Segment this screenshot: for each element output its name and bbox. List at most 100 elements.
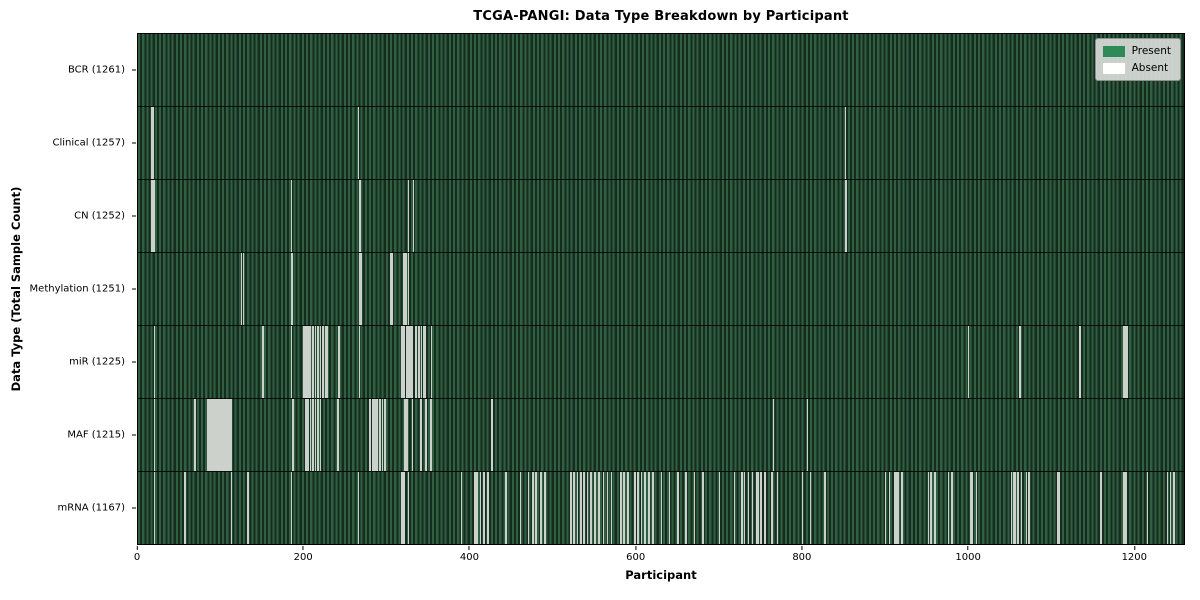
absent-line xyxy=(1025,472,1028,544)
absent-line xyxy=(901,472,903,544)
absent-line xyxy=(308,326,310,398)
absent-line xyxy=(405,399,408,471)
absent-line xyxy=(1166,472,1169,544)
absent-line xyxy=(337,326,340,398)
absent-line xyxy=(519,472,522,544)
absent-line xyxy=(1013,472,1016,544)
absent-line xyxy=(312,326,314,398)
absent-line xyxy=(430,326,433,398)
absent-line xyxy=(324,326,327,398)
absent-line xyxy=(751,472,754,544)
absent-line xyxy=(473,472,476,544)
absent-line xyxy=(1058,472,1061,544)
absent-line xyxy=(1057,472,1059,544)
absent-line xyxy=(586,472,589,544)
y-tick-mark xyxy=(132,69,136,71)
legend: Present Absent xyxy=(1094,38,1181,81)
absent-line xyxy=(407,472,410,544)
absent-line xyxy=(1125,326,1127,398)
absent-line xyxy=(230,472,233,544)
absent-line xyxy=(358,326,361,398)
absent-line xyxy=(950,472,953,544)
absent-line xyxy=(845,180,848,252)
absent-line xyxy=(757,472,760,544)
x-tick-text: 200 xyxy=(293,552,313,563)
heatmap-row-cn xyxy=(138,180,1184,253)
x-tick-text: 400 xyxy=(459,552,479,563)
absent-line xyxy=(637,472,639,544)
absent-line xyxy=(220,399,222,471)
absent-line xyxy=(412,180,415,252)
x-tick-1000: 1000 xyxy=(955,546,981,563)
absent-line xyxy=(1123,472,1126,544)
absent-line xyxy=(491,399,493,471)
absent-line xyxy=(896,472,899,544)
absent-line xyxy=(634,472,636,544)
absent-line xyxy=(1017,472,1019,544)
absent-line xyxy=(930,472,932,544)
absent-line xyxy=(221,399,224,471)
absent-line xyxy=(371,399,374,471)
absent-line xyxy=(209,399,211,471)
absent-line xyxy=(247,472,250,544)
absent-line xyxy=(403,326,406,398)
absent-line xyxy=(540,472,542,544)
absent-line xyxy=(415,326,417,398)
absent-line xyxy=(947,472,950,544)
absent-line xyxy=(319,399,322,471)
y-tick-label-bcr: BCR (1261) xyxy=(67,64,125,76)
absent-line xyxy=(242,253,245,325)
legend-item-present: Present xyxy=(1102,45,1171,57)
absent-line xyxy=(359,180,362,252)
absent-line xyxy=(844,107,847,179)
absent-line xyxy=(1079,326,1082,398)
absent-line xyxy=(292,399,294,471)
absent-line xyxy=(379,399,381,471)
absent-line xyxy=(407,180,410,252)
absent-line xyxy=(640,472,643,544)
absent-line xyxy=(772,399,775,471)
absent-line xyxy=(207,399,210,471)
y-tick-mark xyxy=(132,215,136,217)
x-tick-400: 400 xyxy=(460,546,479,563)
absent-line xyxy=(376,399,379,471)
absent-line xyxy=(404,399,406,471)
absent-line xyxy=(1010,472,1013,544)
absent-line xyxy=(580,472,582,544)
absent-line xyxy=(809,472,812,544)
absent-line xyxy=(411,399,414,471)
absent-line xyxy=(226,399,229,471)
absent-line xyxy=(337,399,339,471)
absent-line xyxy=(532,472,534,544)
x-axis: 0 200 400 600 800 1000 1200 xyxy=(134,546,1185,572)
heatmap-row-mir xyxy=(138,326,1184,399)
absent-line xyxy=(1100,472,1102,544)
x-tick-600: 600 xyxy=(626,546,645,563)
absent-line xyxy=(153,399,156,471)
x-tick-text: 600 xyxy=(626,552,646,563)
absent-line xyxy=(405,326,408,398)
absent-line xyxy=(583,472,586,544)
y-tick-label-cn: CN (1252) xyxy=(74,210,125,222)
x-tick-mark xyxy=(801,546,803,550)
absent-line xyxy=(1018,326,1021,398)
legend-item-absent: Absent xyxy=(1102,62,1171,74)
absent-line xyxy=(214,399,216,471)
absent-line xyxy=(764,472,766,544)
x-tick-800: 800 xyxy=(792,546,811,563)
absent-line xyxy=(223,399,226,471)
absent-line xyxy=(424,326,426,398)
absent-line xyxy=(975,472,978,544)
y-axis: BCR (1261) Clinical (1257) CN (1252) Methyl… xyxy=(0,33,137,545)
y-tick-mark xyxy=(132,288,136,290)
absent-line xyxy=(888,472,891,544)
absent-line xyxy=(1125,472,1127,544)
y-tick-mark xyxy=(132,507,136,509)
absent-line xyxy=(400,472,403,544)
absent-line xyxy=(381,399,384,471)
absent-line xyxy=(823,472,826,544)
y-tick-mark xyxy=(132,434,136,436)
absent-line xyxy=(357,107,360,179)
absent-line xyxy=(403,472,406,544)
